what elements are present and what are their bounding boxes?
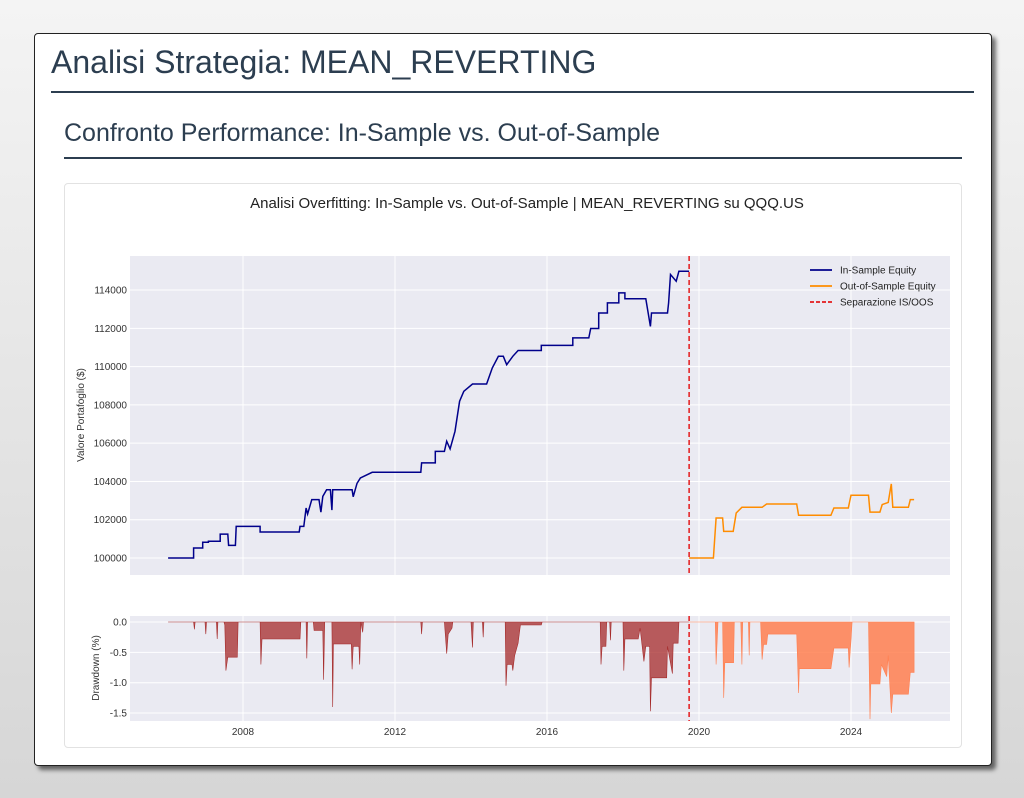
equity-y-tick-label: 100000 bbox=[94, 554, 128, 565]
legend-label: In-Sample Equity bbox=[840, 266, 916, 277]
legend-label: Separazione IS/OOS bbox=[840, 298, 934, 309]
overfitting-chart: Analisi Overfitting: In-Sample vs. Out-o… bbox=[76, 195, 950, 738]
drawdown-y-tick-label: -1.0 bbox=[110, 678, 128, 689]
x-tick-label: 2024 bbox=[840, 727, 863, 738]
equity-y-tick-label: 108000 bbox=[94, 400, 128, 411]
equity-line-in-sample bbox=[168, 270, 690, 559]
legend-label: Out-of-Sample Equity bbox=[840, 282, 936, 293]
drawdown-y-tick-label: -1.5 bbox=[110, 709, 128, 720]
x-tick-label: 2020 bbox=[688, 727, 711, 738]
x-tick-label: 2008 bbox=[232, 727, 255, 738]
equity-y-tick-label: 102000 bbox=[94, 515, 128, 526]
equity-y-tick-label: 104000 bbox=[94, 477, 128, 488]
drawdown-area-in-sample bbox=[168, 621, 690, 712]
page-title: Analisi Strategia: MEAN_REVERTING bbox=[51, 44, 597, 80]
report-card: Analisi Strategia: MEAN_REVERTING Confro… bbox=[34, 33, 992, 766]
section-title: Confronto Performance: In-Sample vs. Out… bbox=[64, 119, 661, 147]
chart-container: Analisi Overfitting: In-Sample vs. Out-o… bbox=[64, 183, 962, 748]
drawdown-y-tick-label: 0.0 bbox=[113, 618, 127, 629]
equity-line-out-of-sample bbox=[689, 483, 915, 559]
drawdown-y-label: Drawdown (%) bbox=[91, 635, 102, 701]
drawdown-y-tick-label: -0.5 bbox=[110, 648, 128, 659]
x-tick-label: 2016 bbox=[536, 727, 559, 738]
section-divider bbox=[64, 157, 962, 159]
x-tick-label: 2012 bbox=[384, 727, 407, 738]
drawdown-area-out-of-sample bbox=[689, 621, 915, 720]
equity-y-label: Valore Portafoglio ($) bbox=[76, 368, 87, 462]
chart-title: Analisi Overfitting: In-Sample vs. Out-o… bbox=[250, 195, 804, 212]
equity-plot-area bbox=[130, 256, 950, 575]
equity-y-tick-label: 110000 bbox=[94, 362, 127, 373]
equity-y-tick-label: 106000 bbox=[94, 439, 128, 450]
equity-y-tick-label: 114000 bbox=[94, 286, 127, 297]
equity-y-tick-label: 112000 bbox=[94, 324, 127, 335]
title-divider bbox=[51, 91, 974, 93]
